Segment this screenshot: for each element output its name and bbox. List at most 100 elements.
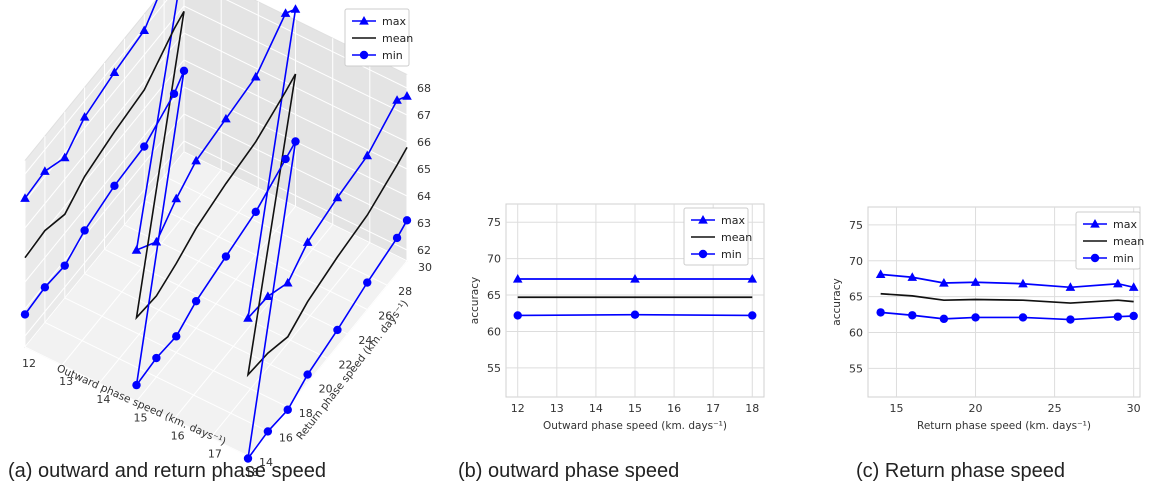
data-point-max: [402, 91, 412, 100]
data-point-min: [392, 233, 402, 243]
data-point-max: [290, 4, 301, 13]
legend-marker-min: [698, 249, 708, 259]
data-point-min: [333, 325, 342, 335]
x-tick-label: 17: [208, 448, 222, 461]
grid-z: [24, 140, 408, 337]
data-point-min: [281, 154, 290, 164]
y-tick-label: 75: [849, 219, 863, 232]
y-tick-label: 55: [849, 362, 863, 375]
series-line-min: [880, 311, 1134, 321]
data-point-max: [970, 277, 981, 286]
y-tick-label: 24: [358, 334, 372, 347]
chart-3d-svg: 1213141516171814161820222426283062636465…: [20, 0, 432, 479]
series-line-max: [880, 273, 1134, 289]
legend-marker-max: [698, 215, 708, 224]
grid-y: [183, 0, 408, 262]
x-tick-label: 12: [22, 357, 36, 370]
legend-label-mean: mean: [382, 32, 413, 45]
data-point-min: [152, 353, 161, 363]
legend-marker-min: [359, 50, 369, 60]
data-point-min: [251, 207, 260, 217]
data-point-max: [362, 150, 373, 160]
y-tick-label: 28: [398, 285, 412, 298]
data-point-min: [363, 278, 372, 287]
data-point-max: [630, 274, 640, 283]
data-point-min: [971, 313, 980, 322]
grid-y: [24, 160, 249, 457]
data-point-max: [191, 155, 201, 165]
data-point-max: [79, 112, 90, 121]
data-point-min: [80, 226, 89, 235]
data-point-min: [40, 283, 50, 292]
data-point-max: [59, 152, 70, 162]
data-point-max: [280, 8, 291, 17]
panel-outward-chart: 12 13 14 15 16 17 18 55 60 65 70 75 Outward phase sp…: [440, 0, 800, 486]
z-tick-label: 66: [417, 136, 431, 149]
data-point-min: [1066, 315, 1075, 324]
x-axis-label: Outward phase speed (km. days⁻¹): [543, 420, 727, 432]
y-tick-label: 60: [849, 326, 863, 339]
legend-marker-max: [1090, 219, 1100, 228]
data-point-max: [1128, 282, 1139, 291]
data-point-min: [243, 454, 253, 463]
data-point-max: [263, 291, 273, 301]
legend-label-max: max: [1113, 218, 1137, 231]
x-tick-label: 14: [96, 393, 110, 406]
legend-marker-max: [359, 16, 369, 25]
data-point-max: [939, 278, 949, 287]
z-tick-label: 62: [417, 244, 431, 257]
data-point-max: [1065, 282, 1076, 291]
x-tick-label: 18: [745, 402, 759, 415]
legend-label-mean: mean: [1113, 235, 1144, 248]
data-point-min: [132, 380, 141, 390]
legend-label-max: max: [721, 214, 745, 227]
y-tick-label: 22: [339, 358, 353, 371]
legend-label-min: min: [1113, 252, 1134, 265]
data-point-max: [875, 269, 886, 278]
x-tick-label: 15: [889, 402, 903, 415]
x-tick-label: 13: [59, 375, 73, 388]
x-tick-label: 16: [171, 429, 185, 442]
data-point-min: [172, 332, 181, 341]
x-tick-label: 17: [706, 402, 720, 415]
data-point-min: [20, 310, 30, 319]
data-point-min: [1113, 312, 1123, 321]
caption-c: (c) Return phase speed: [856, 460, 1066, 482]
data-point-max: [243, 313, 253, 322]
data-point-min: [179, 66, 189, 76]
data-point-min: [908, 311, 917, 320]
series-line-mean: [880, 292, 1134, 304]
data-point-min: [876, 308, 885, 317]
grid-z: [24, 86, 408, 283]
y-axis-label: accuracy: [469, 277, 481, 324]
y-tick-label: 18: [299, 407, 313, 420]
data-point-max: [171, 193, 182, 203]
data-point-max: [302, 237, 313, 246]
y-tick-label: 65: [849, 291, 863, 304]
y-tick-label: 26: [378, 310, 392, 323]
data-point-max: [151, 236, 162, 246]
data-point-min: [110, 181, 119, 191]
data-point-min: [402, 216, 412, 225]
data-point-max: [139, 25, 150, 35]
data-point-max: [250, 71, 261, 81]
y-tick-label: 75: [487, 216, 501, 229]
caption-a: (a) outward and return phase speed: [8, 460, 326, 482]
x-tick-label: 30: [1127, 402, 1141, 415]
data-point-max: [512, 274, 523, 283]
grid-z: [24, 0, 408, 175]
series-line-max: [24, 0, 408, 321]
data-point-min: [221, 252, 231, 261]
x-tick-label: 25: [1048, 402, 1062, 415]
data-point-max: [131, 245, 142, 254]
y-tick-label: 55: [487, 362, 501, 375]
x-tick-label: 13: [550, 402, 564, 415]
series-line-mean: [24, 11, 408, 378]
data-point-max: [282, 277, 293, 287]
legend-label-max: max: [382, 15, 406, 28]
z-tick-label: 65: [417, 163, 431, 176]
data-point-min: [513, 311, 522, 320]
x-axis-label: Return phase speed (km. days⁻¹): [917, 420, 1091, 432]
data-point-max: [221, 113, 231, 123]
legend-label-min: min: [382, 49, 403, 62]
